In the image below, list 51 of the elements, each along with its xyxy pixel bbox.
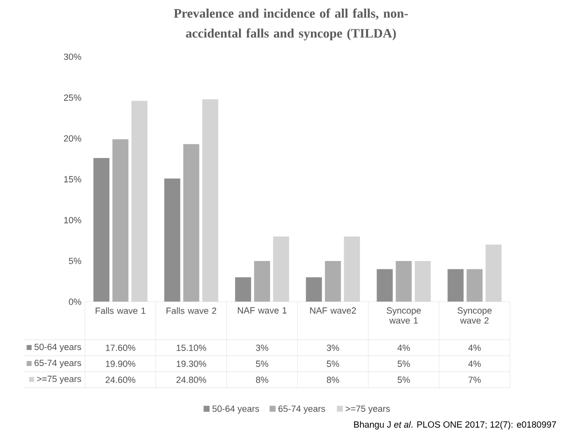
bar bbox=[164, 178, 180, 302]
y-tick-label: 5% bbox=[68, 258, 82, 264]
bar bbox=[235, 277, 252, 302]
data-label: 24.60% bbox=[106, 376, 136, 383]
data-label: 7% bbox=[468, 376, 481, 383]
data-label: 5% bbox=[326, 360, 340, 367]
legend-label: >=75 years bbox=[37, 376, 82, 384]
data-label: 8% bbox=[256, 376, 268, 383]
bar bbox=[466, 269, 483, 302]
y-tick-label: 0% bbox=[68, 298, 82, 305]
x-tick-label: Syncope wave 2 bbox=[458, 307, 492, 324]
data-label: 4% bbox=[397, 344, 410, 351]
legend-label: 65-74 years bbox=[34, 360, 82, 368]
data-label: 3% bbox=[256, 344, 268, 351]
bar bbox=[254, 260, 270, 302]
data-label: 3% bbox=[326, 344, 340, 351]
y-tick-label: 30% bbox=[64, 54, 82, 60]
text: 50-64 years bbox=[212, 406, 260, 414]
bar bbox=[93, 158, 110, 302]
data-label: 4% bbox=[468, 360, 481, 367]
data-label: 24.80% bbox=[176, 376, 206, 383]
bar bbox=[324, 260, 341, 302]
data-label: 15.10% bbox=[176, 344, 206, 351]
x-tick-label: Falls wave 1 bbox=[96, 307, 146, 314]
chart-title: Prevalence and incidence of all falls, non-accidental falls and syncope (TILDA) bbox=[174, 8, 408, 40]
data-label: 19.90% bbox=[106, 360, 136, 367]
data-label: 19.30% bbox=[176, 360, 206, 367]
data-label: 17.60% bbox=[106, 344, 136, 351]
data-label: 8% bbox=[326, 376, 340, 383]
y-tick-label: 15% bbox=[64, 176, 82, 182]
data-label: 5% bbox=[256, 360, 268, 367]
bar bbox=[306, 277, 322, 302]
y-tick-label: 20% bbox=[64, 135, 82, 142]
data-label: 5% bbox=[398, 376, 410, 383]
bar bbox=[183, 144, 200, 302]
x-tick-label: NAF wave2 bbox=[310, 307, 356, 314]
text: Bhangu J et al. PLOS ONE 2017; 12(7): e0180997 bbox=[354, 421, 556, 430]
data-label: 4% bbox=[468, 344, 481, 351]
x-tick-label: Syncope wave 1 bbox=[386, 307, 421, 324]
y-tick-label: 10% bbox=[64, 216, 82, 224]
bar bbox=[448, 269, 464, 302]
bar bbox=[396, 260, 412, 302]
y-tick-label: 25% bbox=[64, 94, 82, 101]
bar bbox=[376, 269, 393, 302]
bar bbox=[112, 139, 128, 302]
legend-label: 50-64 years bbox=[34, 344, 82, 352]
x-tick-label: Falls wave 2 bbox=[166, 307, 216, 314]
text: 65-74 years bbox=[278, 406, 326, 414]
text: >=75 years bbox=[346, 406, 390, 414]
data-label: 5% bbox=[398, 360, 410, 367]
x-tick-label: NAF wave 1 bbox=[238, 307, 287, 314]
